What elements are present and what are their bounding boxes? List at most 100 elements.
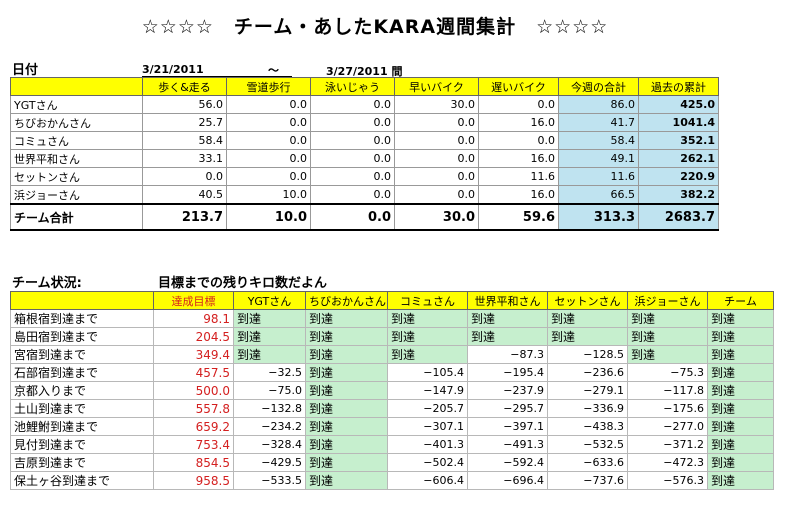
member-value: 0.0 (310, 113, 395, 132)
checkpoint-name: 島田宿到達まで (10, 327, 154, 346)
status-label: チーム状況: (12, 272, 142, 292)
checkpoint-row: 宮宿到達まで 349.4 到達 到達 到達 −87.3 −128.5 到達 到達 (10, 345, 774, 364)
remaining-cell: −295.7 (467, 399, 548, 418)
reached-cell: 到達 (305, 345, 388, 364)
member-row: YGTさん 56.0 0.0 0.0 30.0 0.0 86.0 425.0 (10, 95, 719, 114)
reached-cell: 到達 (707, 435, 774, 454)
team-total-value: 213.7 (142, 203, 227, 231)
reached-cell: 到達 (707, 417, 774, 436)
status-header-row: 達成目標 YGTさん ちびおかんさん コミュさん 世界平和さん セットンさん 浜ジョーさんチ… (10, 291, 774, 310)
member-value: 0.0 (226, 95, 311, 114)
summary-header-cell: 泳いじゃう (310, 77, 395, 96)
remaining-cell: −371.2 (627, 435, 708, 454)
member-value: 11.6 (478, 167, 559, 186)
checkpoint-row: 保土ヶ谷到達まで 958.5 −533.5 到達 −606.4 −696.4 −737.6−… (10, 471, 774, 490)
checkpoint-name: 見付到達まで (10, 435, 154, 454)
member-value: 58.4 (142, 131, 227, 150)
reached-cell: 到達 (467, 309, 548, 328)
remaining-cell: −533.5 (233, 471, 306, 490)
member-value: 0.0 (226, 167, 311, 186)
summary-header-cell: 今週の合計 (558, 77, 639, 96)
remaining-cell: −279.1 (547, 381, 628, 400)
member-value: 0.0 (310, 149, 395, 168)
status-header-cell: YGTさん (233, 291, 306, 310)
checkpoint-row: 池鯉鮒到達まで 659.2 −234.2 到達 −307.1 −397.1 −438.3 −2… (10, 417, 774, 436)
member-value: 0.0 (142, 167, 227, 186)
reached-cell: 到達 (707, 471, 774, 490)
reached-cell: 到達 (707, 363, 774, 382)
reached-cell: 到達 (233, 309, 306, 328)
remaining-cell: −105.4 (387, 363, 468, 382)
reached-cell: 到達 (707, 327, 774, 346)
member-value: 86.0 (558, 95, 639, 114)
remaining-cell: −132.8 (233, 399, 306, 418)
remaining-cell: −328.4 (233, 435, 306, 454)
member-name: ちびおかんさん (10, 113, 143, 132)
checkpoint-name: 吉原到達まで (10, 453, 154, 472)
checkpoint-name: 保土ヶ谷到達まで (10, 471, 154, 490)
checkpoint-row: 見付到達まで 753.4 −328.4 到達 −401.3 −491.3 −532.5 −37… (10, 435, 774, 454)
remaining-cell: −532.5 (547, 435, 628, 454)
remaining-cell: −401.3 (387, 435, 468, 454)
remaining-cell: −592.4 (467, 453, 548, 472)
team-total-value: 30.0 (394, 203, 479, 231)
checkpoint-row: 吉原到達まで 854.5 −429.5 到達 −502.4 −592.4 −633.6 −47… (10, 453, 774, 472)
summary-header-cell: 遅いバイク (478, 77, 559, 96)
status-header-cell: 世界平和さん (467, 291, 548, 310)
reached-cell: 到達 (547, 327, 628, 346)
member-row: コミュさん 58.4 0.0 0.0 0.0 0.0 58.4 352.1 (10, 131, 719, 150)
checkpoint-goal: 204.5 (153, 327, 234, 346)
reached-cell: 到達 (467, 327, 548, 346)
team-total-value: 2683.7 (638, 203, 719, 231)
member-name: 世界平和さん (10, 149, 143, 168)
checkpoint-row: 土山到達まで 557.8 −132.8 到達 −205.7 −295.7 −336.9 −17… (10, 399, 774, 418)
reached-cell: 到達 (387, 345, 468, 364)
member-value: 352.1 (638, 131, 719, 150)
member-value: 0.0 (310, 131, 395, 150)
status-header-cell: セットンさん (547, 291, 628, 310)
member-value: 0.0 (478, 95, 559, 114)
member-value: 0.0 (394, 131, 479, 150)
reached-cell: 到達 (305, 417, 388, 436)
member-value: 10.0 (226, 185, 311, 205)
reached-cell: 到達 (707, 345, 774, 364)
member-value: 0.0 (226, 113, 311, 132)
member-value: 0.0 (310, 185, 395, 205)
status-header-cell: チーム (707, 291, 774, 310)
remaining-cell: −397.1 (467, 417, 548, 436)
member-value: 40.5 (142, 185, 227, 205)
member-value: 0.0 (310, 167, 395, 186)
reached-cell: 到達 (387, 327, 468, 346)
member-value: 0.0 (226, 131, 311, 150)
member-value: 25.7 (142, 113, 227, 132)
checkpoint-row: 京都入りまで 500.0 −75.0 到達 −147.9 −237.9 −279.1 −117… (10, 381, 774, 400)
member-value: 33.1 (142, 149, 227, 168)
checkpoint-name: 池鯉鮒到達まで (10, 417, 154, 436)
remaining-cell: −117.8 (627, 381, 708, 400)
remaining-cell: −195.4 (467, 363, 548, 382)
checkpoint-name: 京都入りまで (10, 381, 154, 400)
reached-cell: 到達 (305, 453, 388, 472)
remaining-cell: −87.3 (467, 345, 548, 364)
date-start: 3/21/2011 (142, 63, 292, 77)
checkpoint-goal: 753.4 (153, 435, 234, 454)
reached-cell: 到達 (707, 309, 774, 328)
summary-header-cell: 雪道歩行 (226, 77, 311, 96)
reached-cell: 到達 (627, 345, 708, 364)
remaining-cell: −237.9 (467, 381, 548, 400)
reached-cell: 到達 (305, 363, 388, 382)
remaining-cell: −236.6 (547, 363, 628, 382)
remaining-cell: −696.4 (467, 471, 548, 490)
member-name: YGTさん (10, 95, 143, 114)
checkpoint-goal: 958.5 (153, 471, 234, 490)
team-total-value: 0.0 (310, 203, 395, 231)
member-row: セットンさん 0.0 0.0 0.0 0.0 11.6 11.6 220.9 (10, 167, 719, 186)
checkpoint-goal: 349.4 (153, 345, 234, 364)
reached-cell: 到達 (547, 309, 628, 328)
checkpoint-name: 宮宿到達まで (10, 345, 154, 364)
member-name: 浜ジョーさん (10, 185, 143, 205)
reached-cell: 到達 (627, 327, 708, 346)
member-value: 220.9 (638, 167, 719, 186)
member-value: 0.0 (394, 167, 479, 186)
checkpoint-goal: 457.5 (153, 363, 234, 382)
